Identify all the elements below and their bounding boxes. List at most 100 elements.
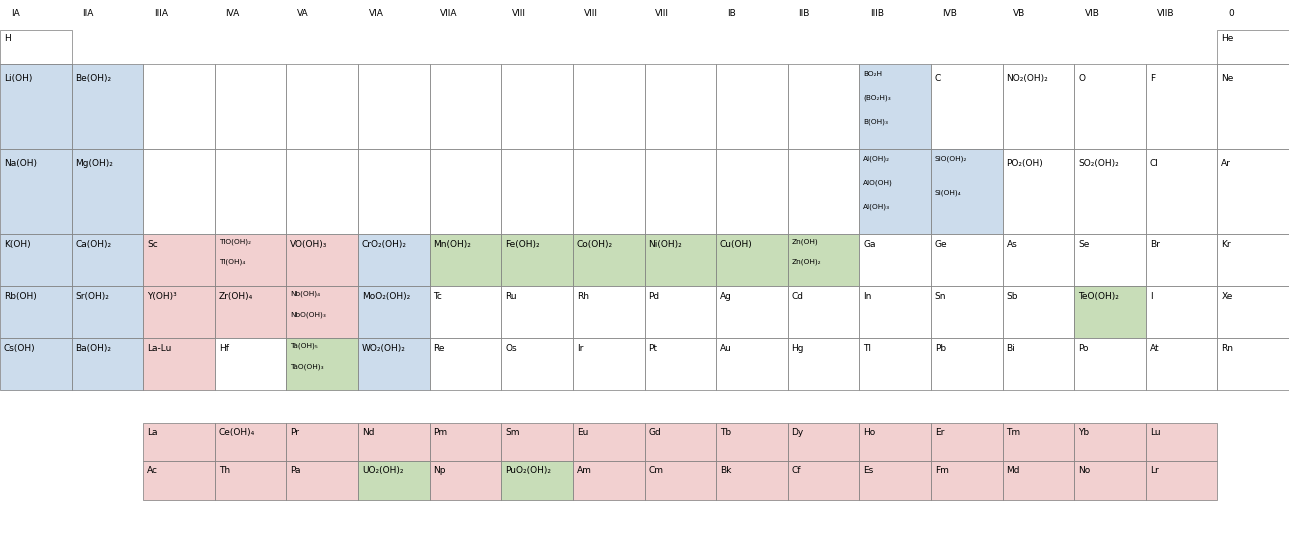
Text: VA: VA (298, 9, 309, 18)
Text: Nd: Nd (362, 427, 374, 437)
Text: Ba(OH)₂: Ba(OH)₂ (76, 344, 111, 353)
Bar (931, 286, 1003, 338)
Bar (0, 234, 72, 286)
Text: Hg: Hg (791, 344, 804, 353)
Bar (286, 64, 358, 149)
Bar (1003, 423, 1074, 461)
Text: O: O (1078, 75, 1085, 83)
Bar (215, 234, 286, 286)
Text: Be(OH)₂: Be(OH)₂ (76, 75, 112, 83)
Text: VIIB: VIIB (1156, 9, 1174, 18)
Bar (572, 234, 644, 286)
Text: VIII: VIII (655, 9, 669, 18)
Bar (1217, 64, 1289, 149)
Bar (644, 149, 717, 234)
Bar (1217, 149, 1289, 234)
Text: Al(OH)₃: Al(OH)₃ (864, 203, 891, 210)
Text: Sb: Sb (1007, 292, 1018, 301)
Text: Mg(OH)₂: Mg(OH)₂ (76, 159, 113, 168)
Text: Al(OH)₂: Al(OH)₂ (864, 156, 891, 162)
Text: AlO(OH): AlO(OH) (864, 180, 893, 186)
Text: Ne: Ne (1221, 75, 1234, 83)
Text: Ag: Ag (721, 292, 732, 301)
Bar (860, 461, 931, 500)
Text: Y(OH)³: Y(OH)³ (147, 292, 177, 301)
Bar (1146, 461, 1217, 500)
Bar (644, 338, 717, 390)
Text: Fe(OH)₂: Fe(OH)₂ (505, 240, 540, 249)
Bar (717, 286, 788, 338)
Text: IIA: IIA (82, 9, 94, 18)
Text: Si(OH)₄: Si(OH)₄ (935, 190, 962, 196)
Bar (286, 234, 358, 286)
Bar (358, 64, 429, 149)
Bar (501, 461, 572, 500)
Text: Zr(OH)₄: Zr(OH)₄ (219, 292, 253, 301)
Text: Cs(OH): Cs(OH) (4, 344, 36, 353)
Bar (143, 286, 215, 338)
Bar (358, 423, 429, 461)
Bar (1074, 149, 1146, 234)
Text: Ti(OH)₄: Ti(OH)₄ (219, 259, 245, 265)
Bar (429, 286, 501, 338)
Text: Se: Se (1078, 240, 1089, 249)
Text: At: At (1150, 344, 1159, 353)
Bar (1074, 286, 1146, 338)
Bar (501, 64, 572, 149)
Text: PO₂(OH): PO₂(OH) (1007, 159, 1043, 168)
Bar (1217, 286, 1289, 338)
Text: NO₂(OH)₂: NO₂(OH)₂ (1007, 75, 1048, 83)
Text: VIA: VIA (369, 9, 384, 18)
Text: Re: Re (433, 344, 445, 353)
Bar (717, 338, 788, 390)
Text: No: No (1078, 466, 1090, 475)
Bar (1146, 423, 1217, 461)
Bar (717, 461, 788, 500)
Bar (1074, 234, 1146, 286)
Bar (717, 149, 788, 234)
Text: B(OH)₃: B(OH)₃ (864, 118, 888, 125)
Bar (788, 234, 860, 286)
Bar (860, 149, 931, 234)
Text: Ge: Ge (935, 240, 947, 249)
Text: Es: Es (864, 466, 874, 475)
Bar (644, 286, 717, 338)
Text: VIIA: VIIA (441, 9, 458, 18)
Text: Ho: Ho (864, 427, 875, 437)
Bar (1146, 149, 1217, 234)
Text: Ar: Ar (1221, 159, 1231, 168)
Text: TaO(OH)₃: TaO(OH)₃ (290, 363, 324, 369)
Bar (788, 461, 860, 500)
Text: Cm: Cm (648, 466, 664, 475)
Bar (0, 286, 72, 338)
Text: Sc: Sc (147, 240, 157, 249)
Text: Fm: Fm (935, 466, 949, 475)
Bar (1146, 338, 1217, 390)
Text: NbO(OH)₃: NbO(OH)₃ (290, 311, 326, 317)
Bar (931, 461, 1003, 500)
Text: VIII: VIII (584, 9, 598, 18)
Bar (644, 234, 717, 286)
Bar (931, 338, 1003, 390)
Text: He: He (1221, 34, 1234, 43)
Bar (788, 338, 860, 390)
Text: Md: Md (1007, 466, 1020, 475)
Bar (429, 423, 501, 461)
Text: Li(OH): Li(OH) (4, 75, 32, 83)
Bar (0, 149, 72, 234)
Text: TiO(OH)₂: TiO(OH)₂ (219, 238, 250, 244)
Bar (1003, 64, 1074, 149)
Text: Pt: Pt (648, 344, 657, 353)
Bar (429, 234, 501, 286)
Bar (788, 64, 860, 149)
Text: As: As (1007, 240, 1017, 249)
Bar (358, 338, 429, 390)
Bar (572, 149, 644, 234)
Bar (644, 64, 717, 149)
Text: VIB: VIB (1085, 9, 1100, 18)
Bar (788, 286, 860, 338)
Text: VO(OH)₃: VO(OH)₃ (290, 240, 327, 249)
Text: Rh: Rh (576, 292, 589, 301)
Bar (501, 423, 572, 461)
Bar (1217, 30, 1289, 64)
